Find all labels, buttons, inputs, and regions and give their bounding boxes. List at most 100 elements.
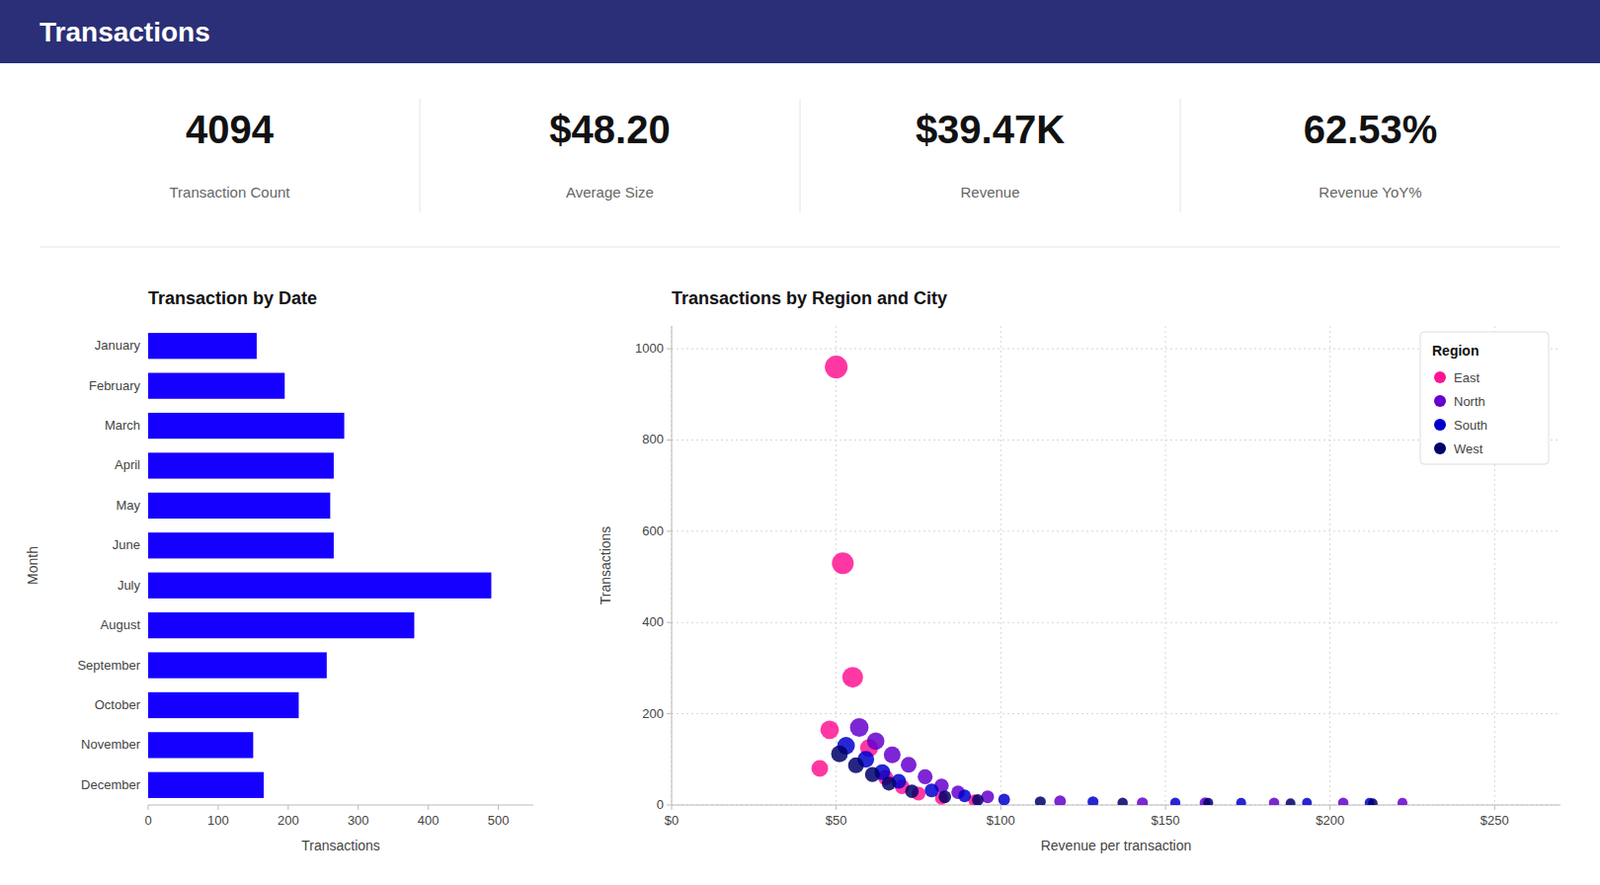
bubble <box>917 769 933 785</box>
series <box>837 736 1375 805</box>
legend-marker <box>1434 418 1446 431</box>
page: {"chart_data": [ {"type": "kpi", "title"… <box>0 0 1600 885</box>
tick-label: $50 <box>825 812 848 828</box>
legend-marker <box>1434 395 1446 407</box>
bubble <box>811 760 829 778</box>
y-axis-line <box>671 325 673 805</box>
tick-label: 500 <box>487 812 510 828</box>
bubble <box>1397 798 1408 805</box>
kpi-divider <box>1180 98 1182 213</box>
category-label: January <box>94 337 142 353</box>
page-title: Transactions <box>39 16 211 48</box>
category-label: May <box>115 497 141 513</box>
bar <box>148 332 257 359</box>
category-label: April <box>114 457 141 473</box>
kpi-label: Transaction Count <box>168 183 291 201</box>
bubble <box>865 766 880 782</box>
chart-title: Transaction by Date <box>148 288 318 309</box>
bubble <box>1367 798 1378 805</box>
tick-mark <box>1329 804 1331 810</box>
grid-line <box>671 325 673 805</box>
tick-mark <box>497 804 499 810</box>
grid-line <box>671 530 1561 532</box>
bubble <box>867 732 885 751</box>
tick-label: 0 <box>656 797 664 812</box>
tick-mark <box>1000 804 1002 810</box>
bubble <box>1053 795 1066 805</box>
bubble <box>881 776 896 791</box>
tick-label: 800 <box>641 431 664 447</box>
category-label: July <box>117 577 142 593</box>
x-axis-line <box>671 804 1561 806</box>
legend-marker <box>1434 371 1446 384</box>
legend-label: West <box>1453 441 1484 457</box>
legend-label: East <box>1453 370 1480 386</box>
category-label: June <box>112 537 141 553</box>
category-label: December <box>80 777 142 793</box>
legend-marker <box>1434 442 1446 455</box>
tick-mark <box>148 804 150 810</box>
category-label: August <box>100 617 142 633</box>
tick-mark <box>666 348 672 350</box>
bubble <box>848 757 865 774</box>
y-axis-label: Transactions <box>597 526 614 606</box>
bubble <box>824 355 848 379</box>
series <box>811 355 981 805</box>
bar <box>148 412 345 439</box>
bubble <box>938 790 952 803</box>
bar <box>148 692 299 719</box>
tick-mark <box>666 530 672 532</box>
category-label: October <box>94 697 142 713</box>
tick-mark <box>666 804 672 806</box>
kpi-label: Revenue YoY% <box>1318 183 1422 201</box>
legend-box <box>1420 331 1549 465</box>
tick-label: 0 <box>144 812 152 828</box>
legend-label: North <box>1453 394 1486 409</box>
grid-line <box>1000 325 1002 805</box>
kpi-value: $48.20 <box>549 107 670 152</box>
bar <box>148 452 334 479</box>
tick-label: 200 <box>641 706 664 721</box>
tick-mark <box>287 804 289 810</box>
tick-label: 400 <box>641 614 664 630</box>
bubble <box>820 720 840 739</box>
bubble <box>1136 797 1148 805</box>
bubble <box>1236 798 1247 805</box>
bar <box>148 372 285 399</box>
tick-label: 300 <box>347 812 370 828</box>
grid-line <box>1329 325 1331 805</box>
legend-label: South <box>1453 417 1488 433</box>
tick-label: 100 <box>207 812 230 828</box>
tick-mark <box>427 804 429 810</box>
category-label: March <box>104 417 141 433</box>
header-bar <box>0 0 1600 64</box>
bubble <box>1285 798 1296 805</box>
tick-mark <box>666 622 672 624</box>
bar <box>148 651 327 678</box>
bubble <box>905 784 920 799</box>
tick-label: 200 <box>277 812 300 828</box>
bubble <box>1087 796 1099 805</box>
tick-label: $0 <box>664 812 679 828</box>
bubble <box>1338 797 1350 805</box>
grid-line <box>671 713 1561 715</box>
kpi-separator <box>39 246 1561 248</box>
tick-mark <box>357 804 359 810</box>
kpi-panel: Transactions 4094 Transaction Count $48.20 A… <box>0 0 1600 247</box>
scatter-chart: Transactions by Region and City$0$50$100… <box>597 288 1561 854</box>
bar <box>148 572 491 599</box>
x-axis-line <box>148 804 534 806</box>
category-label: September <box>77 657 141 673</box>
kpi-value: 62.53% <box>1303 107 1439 152</box>
bubble <box>831 745 849 763</box>
legend: Region East North South West <box>1420 331 1549 465</box>
kpi-label: Average Size <box>565 183 654 201</box>
category-label: November <box>80 736 142 752</box>
bar <box>148 612 414 639</box>
dashboard: Transactions 4094 Transaction Count $48.20 A… <box>0 0 1600 885</box>
legend-title: Region <box>1432 342 1479 359</box>
kpi-value: 4094 <box>185 107 275 152</box>
bubble <box>1301 798 1312 805</box>
bar <box>148 731 253 758</box>
bubble <box>1202 798 1213 805</box>
